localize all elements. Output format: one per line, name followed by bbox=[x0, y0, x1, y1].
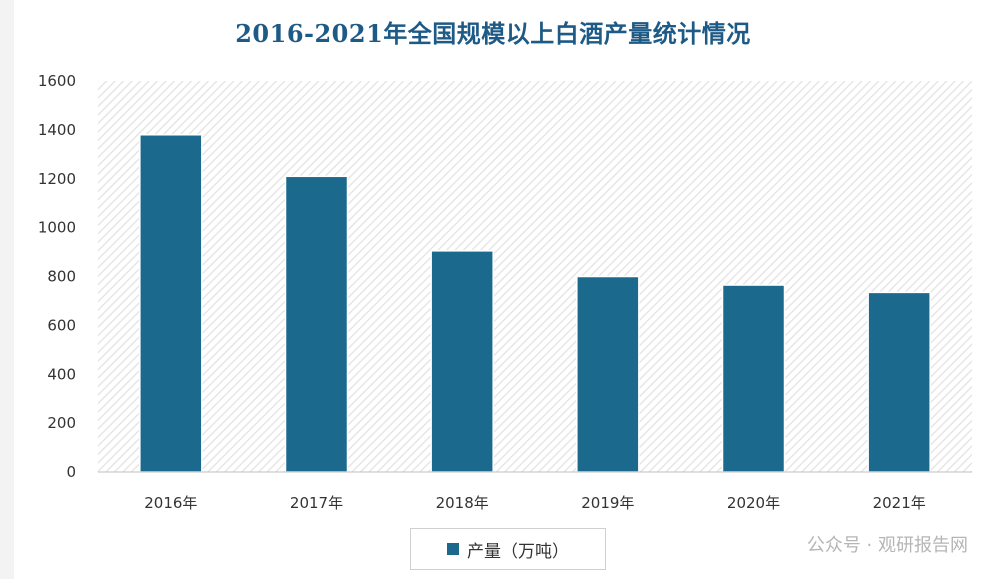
y-tick-label: 1200 bbox=[38, 170, 76, 188]
plot-area bbox=[98, 81, 972, 472]
y-tick-label: 200 bbox=[47, 414, 76, 432]
y-tick-label: 800 bbox=[47, 268, 76, 286]
left-edge-strip bbox=[0, 0, 14, 579]
legend: 产量（万吨） bbox=[410, 528, 606, 570]
bar bbox=[139, 134, 203, 473]
bar bbox=[867, 291, 931, 473]
bar bbox=[721, 284, 786, 473]
legend-label: 产量（万吨） bbox=[467, 541, 569, 562]
x-tick-label: 2018年 bbox=[436, 494, 489, 512]
y-tick-label: 1400 bbox=[38, 121, 76, 139]
x-axis: 2016年 2017年 2018年 2019年 2020年 2021年 bbox=[144, 494, 926, 512]
y-tick-label: 1600 bbox=[38, 72, 76, 90]
bar bbox=[576, 275, 640, 473]
chart-title: 2016-2021年全国规模以上白酒产量统计情况 bbox=[235, 19, 751, 48]
x-tick-label: 2016年 bbox=[144, 494, 197, 512]
bar bbox=[284, 175, 349, 473]
y-axis: 0 200 400 600 800 1000 1200 1400 1600 bbox=[38, 72, 76, 481]
y-tick-label: 600 bbox=[47, 316, 76, 334]
x-tick-label: 2017年 bbox=[290, 494, 343, 512]
x-tick-label: 2019年 bbox=[581, 494, 634, 512]
x-tick-label: 2020年 bbox=[727, 494, 780, 512]
watermark: 公众号 · 观研报告网 bbox=[806, 535, 968, 556]
x-tick-label: 2021年 bbox=[873, 494, 926, 512]
y-tick-label: 0 bbox=[66, 463, 76, 481]
y-tick-label: 1000 bbox=[38, 219, 76, 237]
y-tick-label: 400 bbox=[47, 365, 76, 383]
legend-swatch bbox=[447, 543, 459, 555]
bar bbox=[430, 250, 494, 473]
bars bbox=[139, 134, 931, 473]
